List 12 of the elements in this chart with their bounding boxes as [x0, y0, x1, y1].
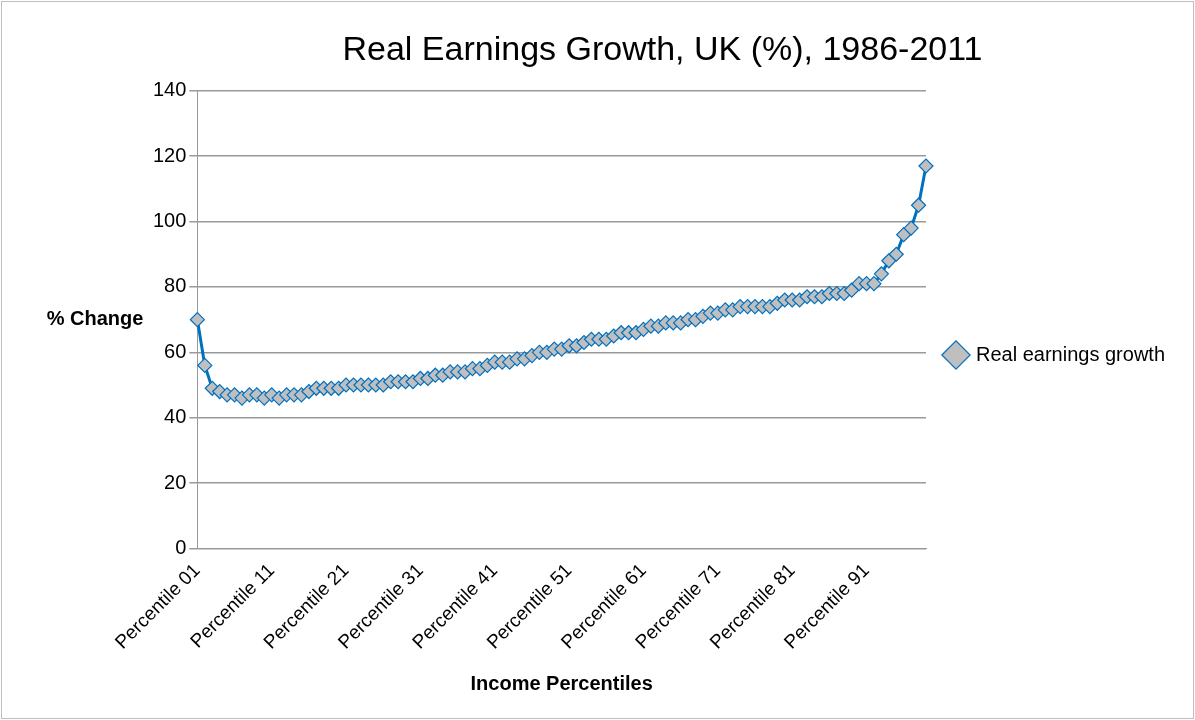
y-tick-label: 140	[152, 78, 187, 101]
y-tick-label: 40	[164, 405, 187, 428]
legend-label: Real earnings growth	[976, 342, 1166, 365]
y-tick-label: 80	[164, 274, 187, 297]
y-tick-label: 0	[175, 535, 187, 558]
y-tick-label: 120	[152, 143, 187, 166]
x-axis-title: Income Percentiles	[470, 671, 653, 694]
y-tick-label: 60	[164, 339, 187, 362]
y-tick-label: 20	[164, 470, 187, 493]
y-axis-title: % Change	[46, 307, 144, 330]
chart-title: Real Earnings Growth, UK (%), 1986-2011	[342, 28, 983, 67]
y-tick-label: 100	[152, 209, 187, 232]
